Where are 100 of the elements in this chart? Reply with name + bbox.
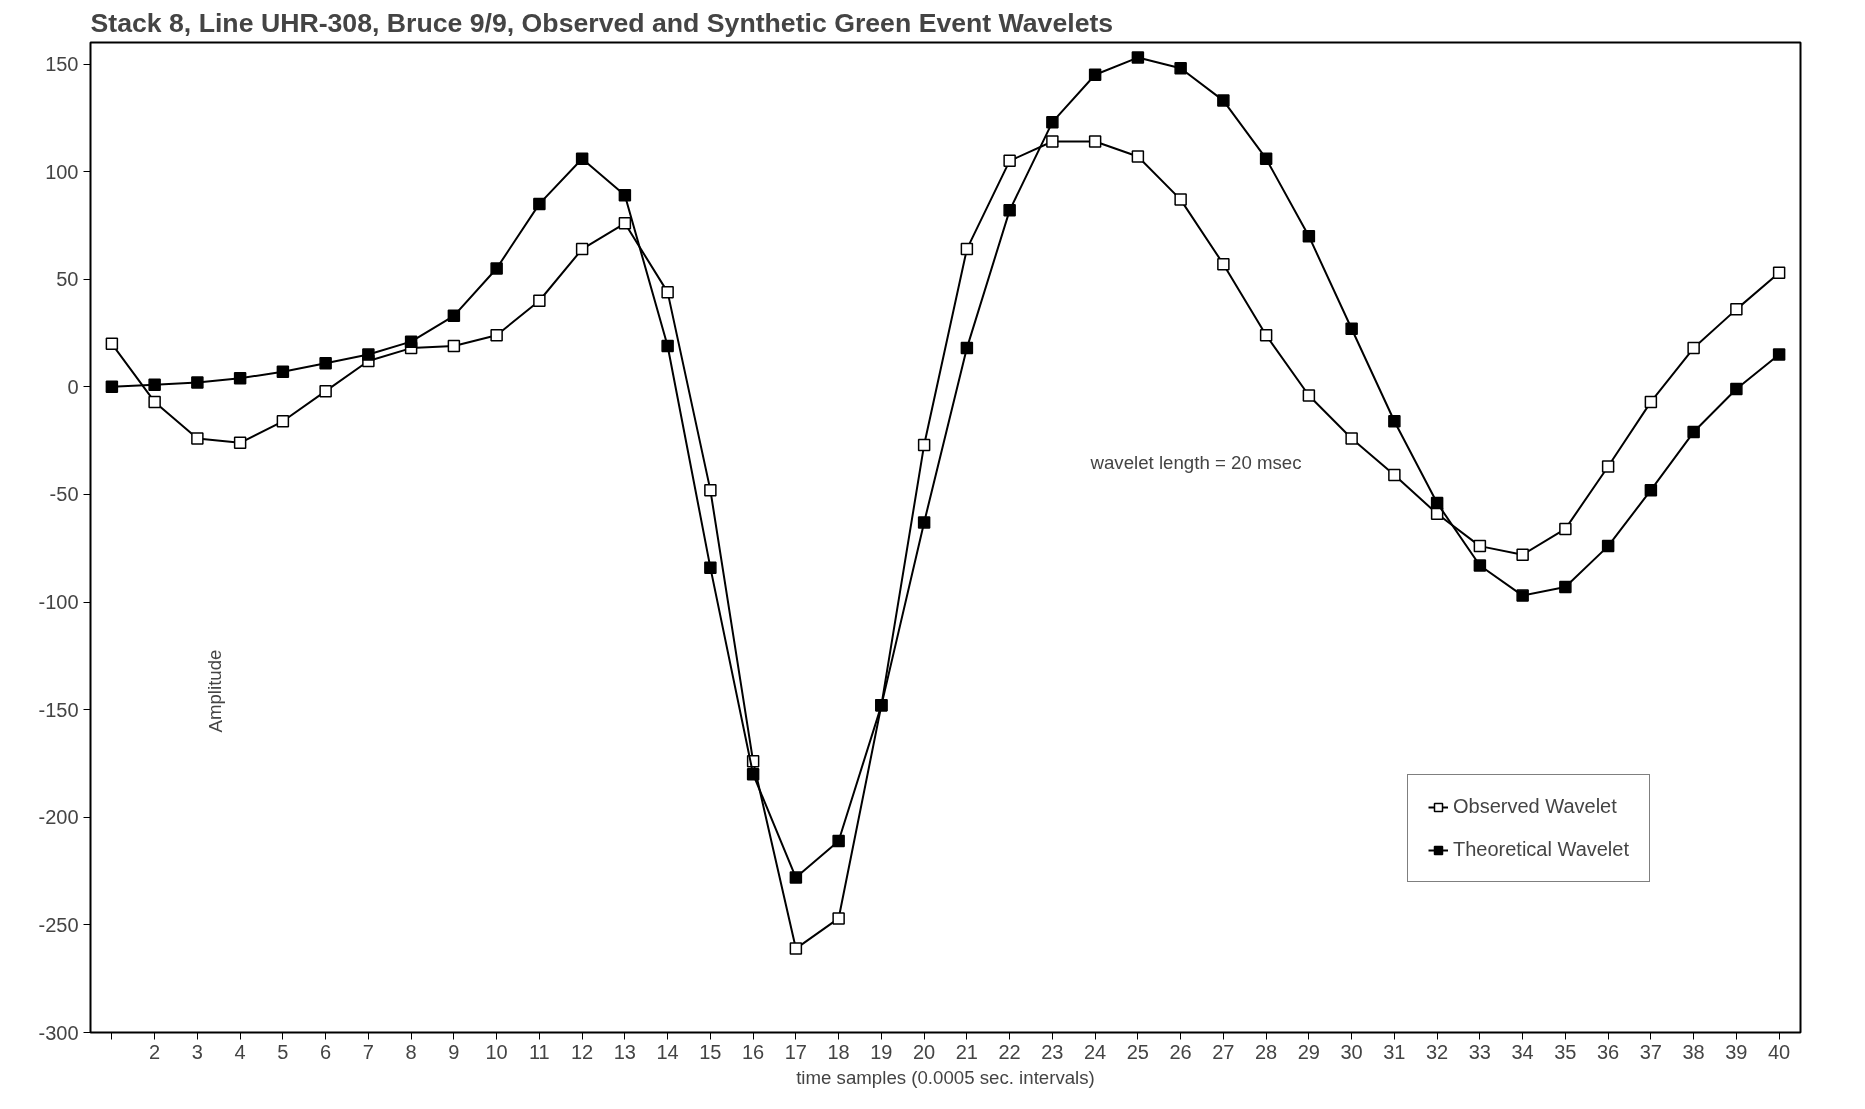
point <box>1687 341 1700 355</box>
point <box>1174 62 1187 75</box>
x-tick-label: 4 <box>234 1040 246 1063</box>
point <box>1259 152 1273 165</box>
point <box>1772 266 1786 280</box>
point <box>1601 460 1615 473</box>
point <box>1174 193 1187 206</box>
point <box>746 767 760 781</box>
point <box>1473 539 1487 553</box>
point <box>1088 68 1102 82</box>
chart-title: Stack 8, Line UHR-308, Bruce 9/9, Observed and Synthetic Green Event Wavelets <box>90 7 1114 38</box>
x-tick-label: 9 <box>448 1040 460 1063</box>
point <box>1046 115 1059 129</box>
point <box>661 285 674 299</box>
x-tick-label: 19 <box>870 1040 893 1063</box>
point <box>832 912 845 925</box>
point <box>276 365 290 379</box>
y-tick-label: -150 <box>38 698 79 721</box>
point <box>575 152 589 165</box>
point <box>533 294 546 308</box>
point <box>960 341 974 355</box>
x-tick-label: 14 <box>656 1040 679 1063</box>
x-tick-label: 36 <box>1597 1040 1620 1063</box>
point <box>1644 395 1658 409</box>
point <box>105 337 119 351</box>
x-tick-label: 38 <box>1682 1040 1705 1063</box>
point <box>1003 154 1016 168</box>
y-tick-label: 100 <box>45 160 79 183</box>
point <box>1473 559 1487 572</box>
x-tick-label: 12 <box>571 1040 594 1063</box>
x-tick-label: 2 <box>149 1040 161 1063</box>
x-tick-label: 26 <box>1169 1040 1192 1063</box>
point <box>917 516 931 529</box>
point <box>1516 589 1529 602</box>
x-tick-label: 33 <box>1468 1040 1491 1063</box>
point <box>1259 328 1273 342</box>
point <box>1302 229 1316 243</box>
point <box>191 432 204 445</box>
y-tick-label: 150 <box>45 53 79 76</box>
point <box>148 378 161 391</box>
y-axis-title: Amplitude <box>204 649 226 733</box>
point <box>191 376 204 389</box>
point <box>319 356 332 370</box>
point <box>1217 94 1230 107</box>
point <box>704 561 717 574</box>
x-tick-label: 5 <box>277 1040 289 1063</box>
point <box>917 438 931 452</box>
point <box>1388 415 1401 428</box>
point <box>1430 496 1444 510</box>
x-tick-label: 7 <box>362 1040 374 1063</box>
x-tick-label: 28 <box>1255 1040 1278 1063</box>
point <box>1772 348 1786 361</box>
x-tick-label: 37 <box>1639 1040 1662 1063</box>
legend-label: Observed Wavelet <box>1453 795 1617 818</box>
x-tick-label: 13 <box>613 1040 636 1063</box>
point <box>1730 303 1743 316</box>
point <box>1730 382 1743 396</box>
y-tick-label: -200 <box>38 806 79 829</box>
point <box>832 834 845 848</box>
x-tick-label: 30 <box>1340 1040 1363 1063</box>
point <box>533 197 546 211</box>
x-tick-label: 3 <box>191 1040 203 1063</box>
x-tick-label: 29 <box>1297 1040 1320 1063</box>
point <box>1046 135 1059 148</box>
point <box>404 335 418 348</box>
x-tick-label: 17 <box>784 1040 807 1063</box>
y-tick-label: -250 <box>38 913 79 936</box>
x-tick-label: 25 <box>1126 1040 1149 1063</box>
point <box>1088 135 1102 148</box>
point <box>1345 322 1358 335</box>
x-tick-label: 6 <box>320 1040 332 1063</box>
x-tick-label: 10 <box>485 1040 508 1063</box>
point <box>362 348 375 361</box>
point <box>1131 150 1145 163</box>
point <box>789 871 803 884</box>
x-tick-label: 39 <box>1725 1040 1748 1063</box>
point <box>960 242 974 256</box>
x-tick-label: 27 <box>1212 1040 1235 1063</box>
point <box>575 242 589 256</box>
point <box>661 339 674 353</box>
x-tick-label: 24 <box>1084 1040 1107 1063</box>
x-tick-label: 21 <box>955 1040 978 1063</box>
point <box>447 339 461 353</box>
point <box>319 384 332 398</box>
point <box>447 309 461 323</box>
annotation: wavelet length = 20 msec <box>1089 451 1302 473</box>
x-tick-label: 32 <box>1426 1040 1449 1063</box>
point <box>105 380 119 394</box>
y-tick-label: 50 <box>56 268 79 291</box>
x-tick-label: 11 <box>528 1040 550 1063</box>
y-tick-label: -50 <box>49 483 79 506</box>
point <box>1559 580 1572 594</box>
x-tick-label: 22 <box>998 1040 1021 1063</box>
point <box>1217 257 1230 271</box>
point <box>1302 389 1316 402</box>
point <box>1644 483 1658 497</box>
legend-label: Theoretical Wavelet <box>1453 838 1629 861</box>
x-tick-label: 18 <box>827 1040 850 1063</box>
x-tick-label: 31 <box>1383 1040 1406 1063</box>
point <box>618 189 632 202</box>
